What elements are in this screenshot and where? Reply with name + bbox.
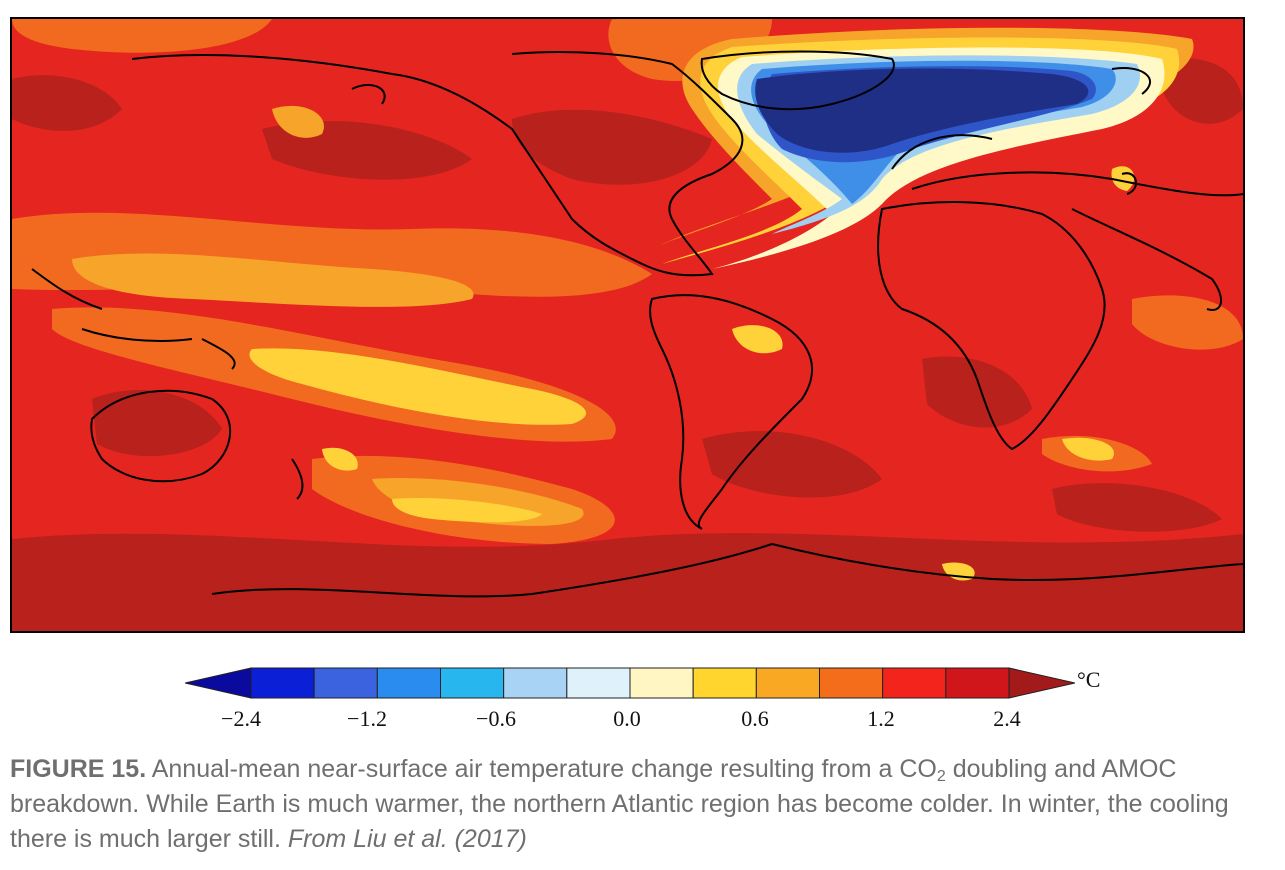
greenland-coast	[700, 50, 895, 111]
colorbar-bin	[376, 667, 441, 699]
colorbar-bin	[819, 667, 884, 699]
colorbar-unit-label: °C	[1077, 667, 1101, 692]
europe-asia-coast	[891, 134, 1243, 311]
colorbar	[185, 667, 1075, 699]
colorbar-bin	[882, 667, 947, 699]
colorbar-bin	[692, 667, 757, 699]
yellow-regions	[72, 105, 1135, 581]
colorbar-bin	[755, 667, 820, 699]
figure-caption: FIGURE 15. Annual-mean near-surface air …	[10, 752, 1265, 857]
colorbar-bin	[185, 667, 252, 699]
colorbar-bin	[313, 667, 378, 699]
new-zealand-coast	[291, 458, 304, 500]
south-america-coast	[649, 294, 813, 530]
southeast-asia-islands	[31, 268, 236, 370]
caption-text: Annual-mean near-surface air temperature…	[146, 755, 937, 783]
caption-reference: From Liu et al. (2017)	[287, 825, 527, 853]
colorbar-bin	[440, 667, 505, 699]
north-america-coast	[131, 51, 744, 277]
tick-label: −0.6	[476, 706, 516, 731]
temperature-change-map	[10, 17, 1245, 633]
tick-label: 1.2	[867, 706, 895, 731]
colorbar-bin	[629, 667, 694, 699]
caption-subscript: 2	[936, 768, 946, 785]
tick-label: −1.2	[347, 706, 387, 731]
arctic-islands	[351, 67, 1151, 195]
tick-label: 2.4	[993, 706, 1021, 731]
colorbar-bin	[503, 667, 568, 699]
tick-label: −2.4	[221, 706, 261, 731]
antarctica-coast	[211, 542, 1243, 598]
africa-coast	[877, 201, 1106, 451]
figure-label: FIGURE 15.	[10, 755, 147, 783]
dark-red-regions	[12, 57, 1243, 631]
colorbar-bin	[250, 667, 315, 699]
colorbar-bin	[566, 667, 631, 699]
caption-text-continued: doubling and AMOC breakdown. While Earth…	[10, 755, 1229, 853]
tick-label: 0.0	[613, 706, 641, 731]
north-atlantic-cold-anomaly	[652, 27, 1194, 269]
australia-coast	[90, 389, 231, 483]
colorbar-bin	[1008, 667, 1075, 699]
colorbar-bin	[945, 667, 1010, 699]
coastlines	[31, 50, 1243, 598]
tick-label: 0.6	[741, 706, 769, 731]
